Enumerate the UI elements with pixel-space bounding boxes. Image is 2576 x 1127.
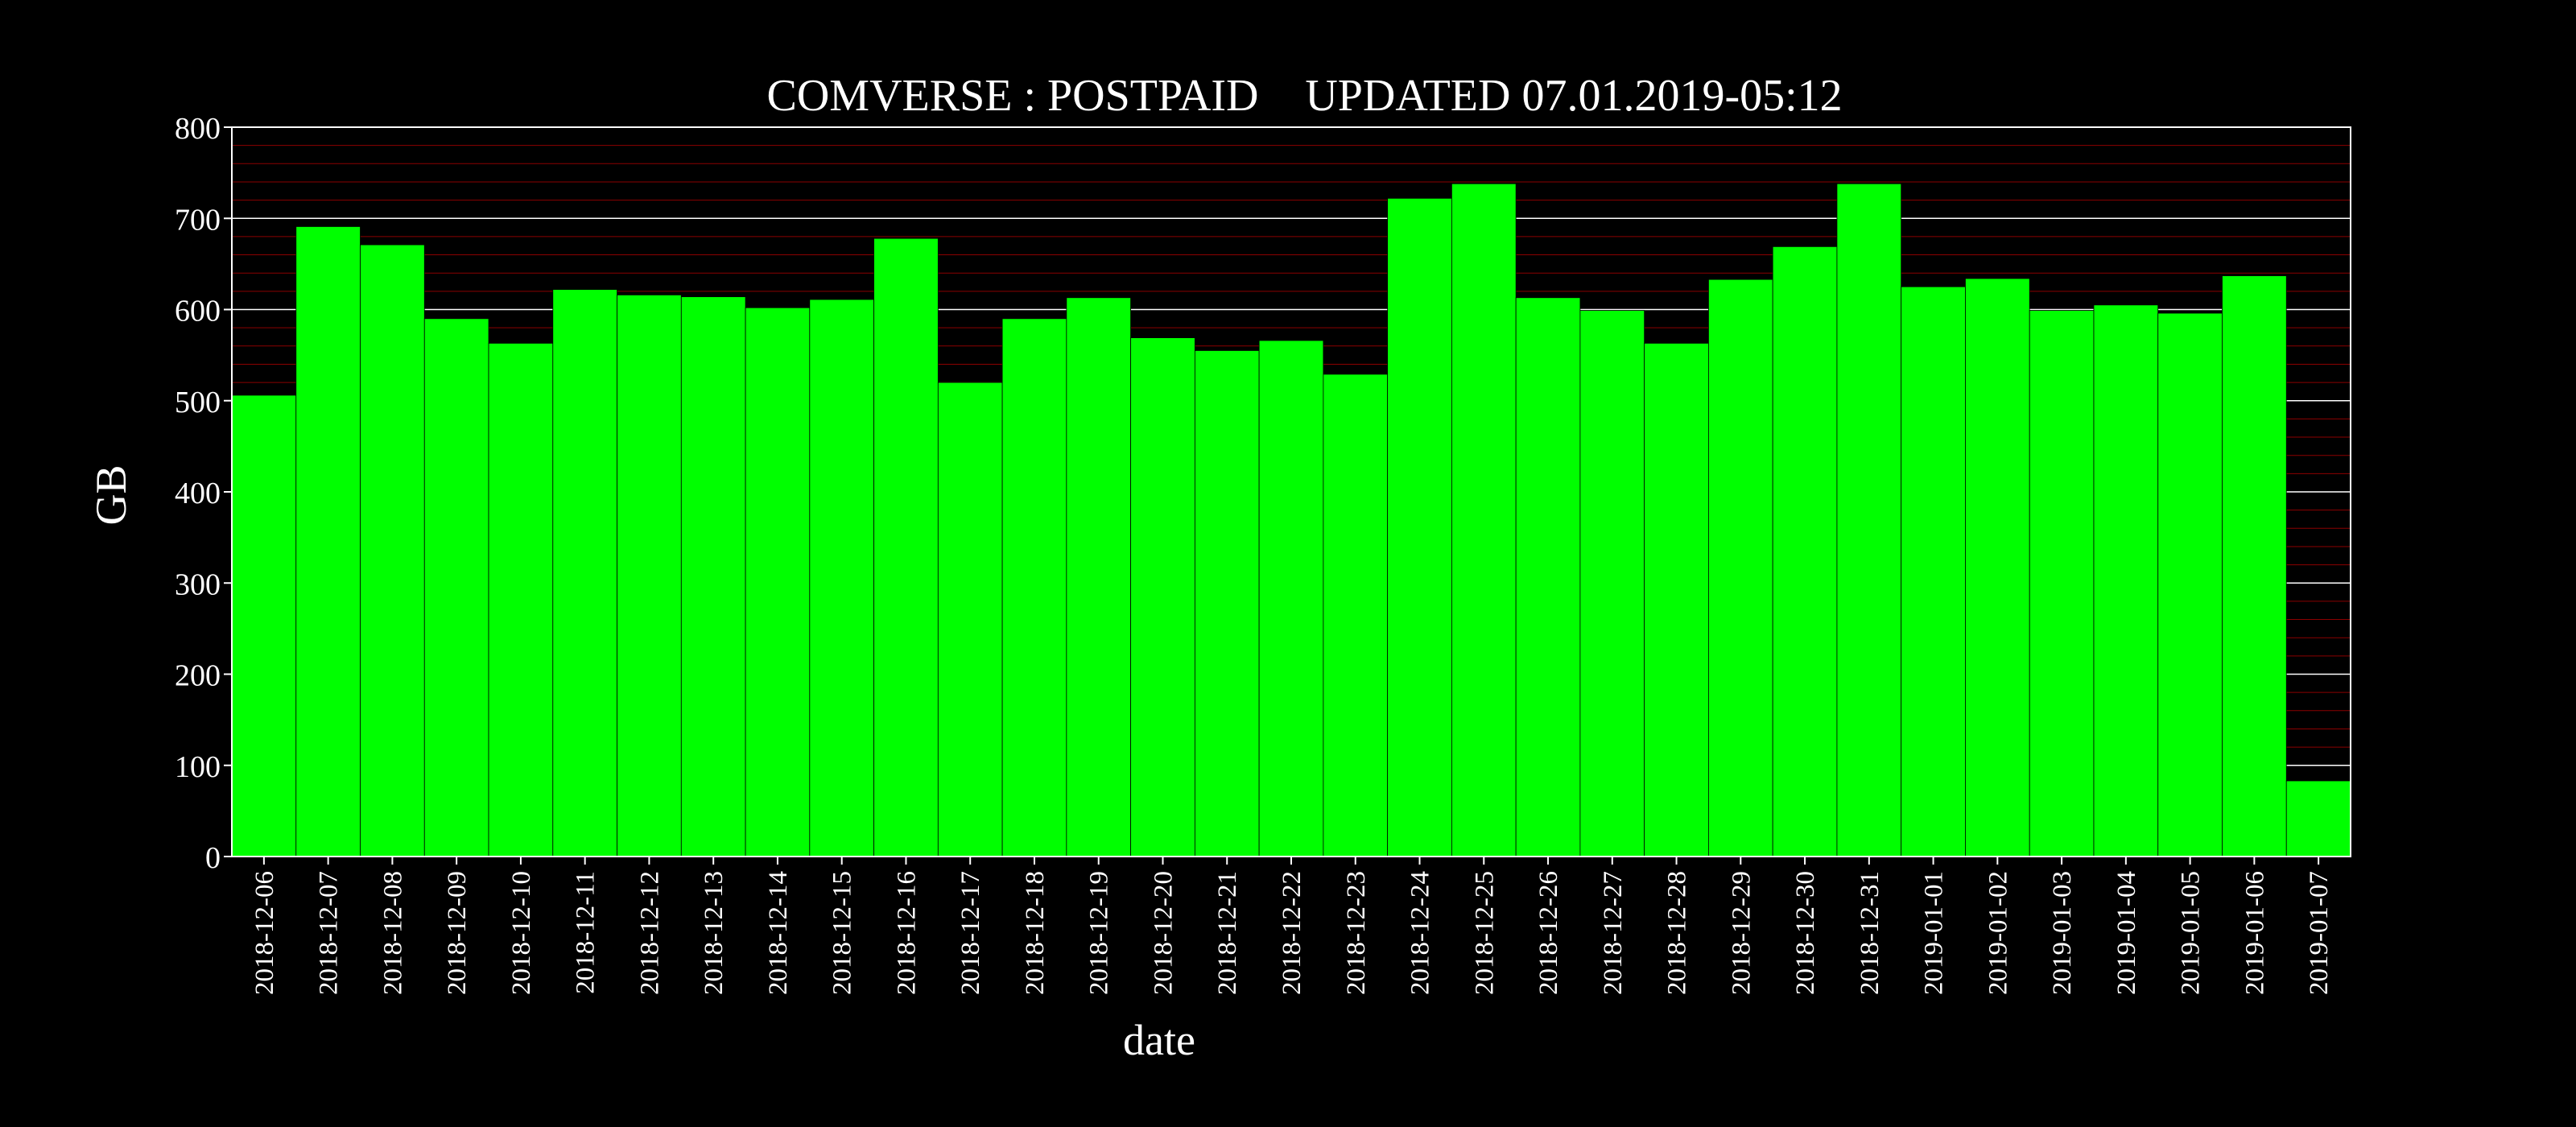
x-tick-label: 2018-12-28 — [1663, 871, 1692, 995]
chart-title: COMVERSE : POSTPAID — [767, 71, 1259, 121]
bar-2018-12-09 — [423, 318, 489, 857]
bar-2018-12-17 — [937, 382, 1003, 857]
x-tick-label: 2018-12-17 — [956, 871, 985, 995]
x-tick-label: 2019-01-02 — [1984, 871, 2013, 995]
x-tick-label: 2018-12-10 — [507, 871, 536, 995]
y-tick-label: 0 — [205, 841, 221, 875]
bar-2018-12-25 — [1451, 183, 1517, 857]
x-tick-label: 2019-01-04 — [2112, 871, 2141, 995]
x-tick-label: 2018-12-12 — [635, 871, 664, 995]
bar-2018-12-29 — [1708, 279, 1773, 857]
y-axis-label: GB — [87, 464, 135, 525]
bar-2019-01-05 — [2157, 312, 2223, 857]
x-axis-label: date — [1123, 1016, 1195, 1064]
x-tick-label: 2018-12-09 — [443, 871, 472, 995]
x-tick-label: 2018-12-26 — [1534, 871, 1563, 995]
bar-2018-12-31 — [1836, 183, 1902, 857]
bar-2018-12-14 — [745, 307, 811, 857]
x-tick-label: 2018-12-07 — [315, 871, 344, 995]
y-tick-label: 600 — [175, 295, 221, 328]
x-tick-label: 2018-12-24 — [1406, 871, 1435, 995]
x-tick-label: 2018-12-23 — [1342, 871, 1371, 995]
x-tick-label: 2019-01-05 — [2177, 871, 2206, 995]
y-tick-label: 100 — [175, 750, 221, 784]
x-tick-label: 2018-12-25 — [1470, 871, 1499, 995]
bar-2018-12-06 — [231, 394, 297, 857]
y-tick-label: 400 — [175, 477, 221, 510]
x-tick-label: 2018-12-13 — [700, 871, 729, 995]
x-tick-label: 2018-12-27 — [1599, 871, 1628, 995]
x-tick-label: 2018-12-30 — [1791, 871, 1820, 995]
bar-2018-12-21 — [1194, 350, 1260, 857]
bar-2018-12-18 — [1001, 318, 1067, 857]
bar-2018-12-11 — [552, 289, 617, 857]
x-tick-label: 2018-12-18 — [1021, 871, 1050, 995]
x-tick-label: 2019-01-01 — [1920, 871, 1949, 995]
y-tick-label: 300 — [175, 568, 221, 601]
x-tick-label: 2018-12-14 — [764, 871, 793, 995]
x-tick-label: 2018-12-11 — [572, 871, 601, 994]
bar-2019-01-06 — [2222, 275, 2287, 857]
bar-2019-01-03 — [2029, 310, 2095, 857]
bar-2018-12-10 — [488, 343, 554, 857]
y-tick-label: 500 — [175, 386, 221, 419]
x-tick-label: 2018-12-06 — [250, 871, 279, 995]
x-tick-label: 2019-01-06 — [2240, 871, 2269, 995]
bar-2018-12-22 — [1258, 340, 1324, 857]
y-axis-ticks: 0 100 200 300 400 500 600 700 800 — [175, 112, 232, 875]
bar-2018-12-23 — [1323, 374, 1389, 857]
bar-2019-01-04 — [2093, 304, 2159, 857]
y-tick-label: 800 — [175, 112, 221, 146]
x-tick-label: 2019-01-03 — [2048, 871, 2077, 995]
bar-2018-12-30 — [1772, 246, 1838, 857]
chart-subtitle: UPDATED 07.01.2019-05:12 — [1305, 71, 1842, 121]
bar-2018-12-16 — [873, 237, 939, 857]
bar-2018-12-08 — [360, 244, 425, 857]
y-tick-label: 700 — [175, 203, 221, 237]
bar-2018-12-28 — [1644, 343, 1709, 857]
bar-2019-01-01 — [1901, 286, 1966, 857]
x-tick-label: 2018-12-21 — [1213, 871, 1242, 995]
x-tick-label: 2018-12-22 — [1278, 871, 1307, 995]
bar-2018-12-15 — [809, 299, 874, 857]
x-tick-label: 2018-12-29 — [1727, 871, 1756, 995]
bars — [231, 183, 2351, 857]
bar-2018-12-27 — [1579, 310, 1645, 857]
bar-2019-01-02 — [1965, 278, 2030, 857]
x-tick-label: 2018-12-15 — [828, 871, 857, 995]
x-tick-label: 2018-12-16 — [892, 871, 921, 995]
bar-2018-12-19 — [1066, 297, 1132, 857]
x-tick-label: 2018-12-20 — [1149, 871, 1178, 995]
bar-2018-12-12 — [617, 294, 682, 857]
bar-2018-12-20 — [1130, 337, 1195, 857]
y-tick-label: 200 — [175, 659, 221, 693]
bar-2018-12-24 — [1387, 197, 1452, 857]
x-tick-label: 2018-12-31 — [1856, 871, 1885, 995]
x-tick-label: 2018-12-19 — [1085, 871, 1114, 995]
bar-2018-12-13 — [680, 296, 746, 857]
bar-2018-12-07 — [295, 226, 361, 857]
x-tick-label: 2018-12-08 — [378, 871, 407, 995]
x-axis-ticks: 2018-12-06 2018-12-07 2018-12-08 2018-12-09… — [250, 857, 2334, 995]
bar-2018-12-26 — [1515, 297, 1581, 857]
bar-2019-01-07 — [2285, 780, 2351, 857]
x-tick-label: 2019-01-07 — [2305, 871, 2334, 995]
